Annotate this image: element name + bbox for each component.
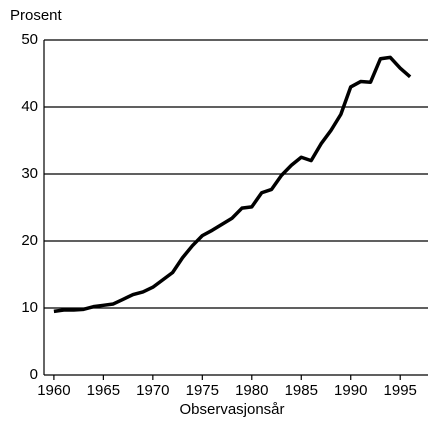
x-tick-label: 1975 [186, 382, 219, 399]
data-line [53, 55, 412, 314]
y-axis-label: Prosent [10, 7, 63, 24]
x-tick-label: 1995 [384, 382, 417, 399]
y-tick-label: 50 [21, 31, 38, 48]
x-tick-label: 1965 [87, 382, 120, 399]
x-tick-label: 1960 [37, 382, 70, 399]
y-tick-label: 10 [21, 299, 38, 316]
x-tick-label: 1985 [285, 382, 318, 399]
y-tick-label: 40 [21, 98, 38, 115]
x-tick-label: 1990 [334, 382, 367, 399]
y-tick-label: 30 [21, 165, 38, 182]
x-axis-label: Observasjonsår [179, 401, 284, 418]
y-tick-label: 0 [30, 366, 38, 383]
y-tick-label: 20 [21, 232, 38, 249]
x-tick-label: 1970 [136, 382, 169, 399]
x-tick-label: 1980 [235, 382, 268, 399]
